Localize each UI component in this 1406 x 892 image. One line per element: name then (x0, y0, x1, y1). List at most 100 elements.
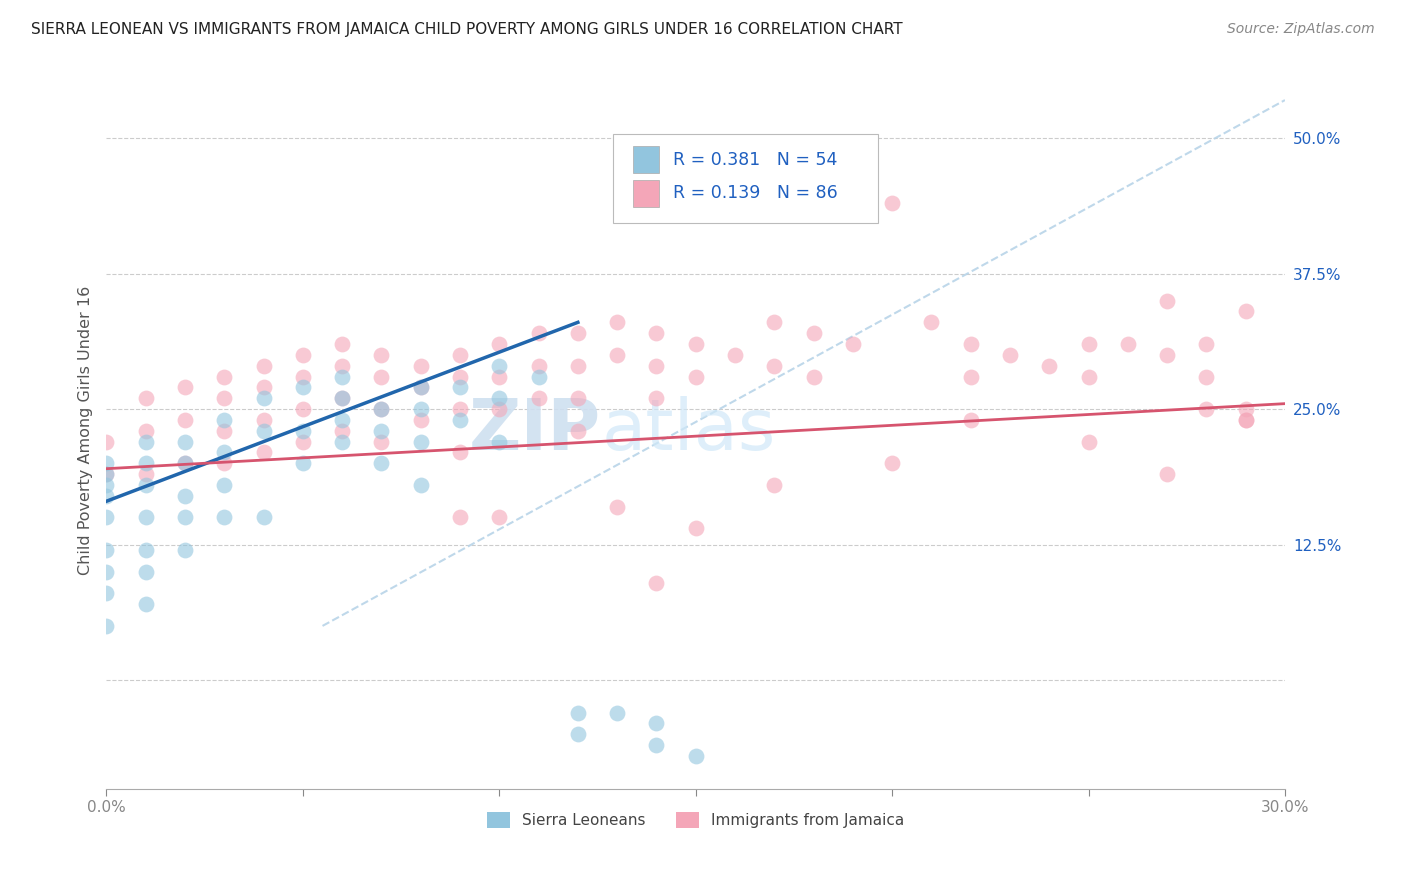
Point (135, 434, 157, 449)
Point (645, 326, 668, 341)
Point (763, 478, 786, 492)
Point (291, 456, 314, 470)
Point (449, 380, 471, 394)
Point (174, 413, 197, 427)
Point (606, 706, 628, 720)
Point (214, 456, 236, 470)
Text: R = 0.139   N = 86: R = 0.139 N = 86 (673, 184, 838, 202)
Point (1077, 337, 1099, 351)
Point (252, 510, 274, 524)
Point (96, 489, 118, 503)
Point (330, 369, 353, 384)
Point (330, 359, 353, 373)
Point (174, 543, 197, 558)
Point (1156, 348, 1178, 362)
Point (135, 456, 157, 470)
Point (724, 348, 747, 362)
Point (1195, 369, 1218, 384)
Point (488, 391, 510, 405)
Point (252, 380, 274, 394)
Point (1195, 337, 1218, 351)
Point (370, 348, 392, 362)
Point (606, 315, 628, 329)
Point (214, 424, 236, 438)
Point (1156, 467, 1178, 482)
Point (291, 424, 314, 438)
Point (645, 391, 668, 405)
Point (291, 402, 314, 417)
Point (488, 434, 510, 449)
Point (488, 402, 510, 417)
Point (135, 478, 157, 492)
Text: R = 0.381   N = 54: R = 0.381 N = 54 (673, 151, 838, 169)
Point (96, 456, 118, 470)
Point (370, 434, 392, 449)
Point (409, 359, 432, 373)
Point (606, 500, 628, 514)
Point (645, 575, 668, 590)
Point (606, 348, 628, 362)
Point (685, 369, 707, 384)
Point (1234, 304, 1257, 318)
Point (96, 467, 118, 482)
Point (527, 359, 550, 373)
Point (214, 413, 236, 427)
Point (135, 391, 157, 405)
Point (803, 369, 825, 384)
Text: Source: ZipAtlas.com: Source: ZipAtlas.com (1227, 22, 1375, 37)
Point (567, 706, 589, 720)
Point (527, 369, 550, 384)
Point (96, 467, 118, 482)
Point (409, 380, 432, 394)
Text: ZIP: ZIP (470, 396, 602, 466)
Point (567, 326, 589, 341)
Point (135, 565, 157, 579)
Point (488, 369, 510, 384)
Point (409, 413, 432, 427)
Point (1077, 369, 1099, 384)
Point (174, 489, 197, 503)
Point (96, 619, 118, 633)
Point (174, 434, 197, 449)
Point (763, 359, 786, 373)
Point (370, 369, 392, 384)
Point (135, 597, 157, 611)
Point (488, 510, 510, 524)
Point (252, 424, 274, 438)
Point (370, 402, 392, 417)
Point (330, 413, 353, 427)
Point (1077, 434, 1099, 449)
Point (291, 380, 314, 394)
Point (1156, 293, 1178, 308)
Point (1234, 413, 1257, 427)
FancyBboxPatch shape (633, 146, 659, 173)
Point (409, 478, 432, 492)
Point (291, 369, 314, 384)
Point (567, 727, 589, 741)
Legend: Sierra Leoneans, Immigrants from Jamaica: Sierra Leoneans, Immigrants from Jamaica (481, 806, 911, 835)
Point (685, 337, 707, 351)
Point (214, 445, 236, 459)
Point (567, 424, 589, 438)
FancyBboxPatch shape (633, 179, 659, 207)
Point (567, 391, 589, 405)
Point (527, 326, 550, 341)
Point (370, 424, 392, 438)
Point (96, 510, 118, 524)
Point (135, 543, 157, 558)
Point (291, 434, 314, 449)
Point (449, 369, 471, 384)
Point (488, 359, 510, 373)
Point (1116, 337, 1139, 351)
Point (330, 337, 353, 351)
Point (370, 402, 392, 417)
Point (291, 348, 314, 362)
Point (1234, 402, 1257, 417)
Point (645, 716, 668, 731)
Point (214, 510, 236, 524)
Point (96, 565, 118, 579)
Point (882, 196, 904, 211)
Point (959, 337, 981, 351)
Point (1195, 402, 1218, 417)
Point (330, 424, 353, 438)
